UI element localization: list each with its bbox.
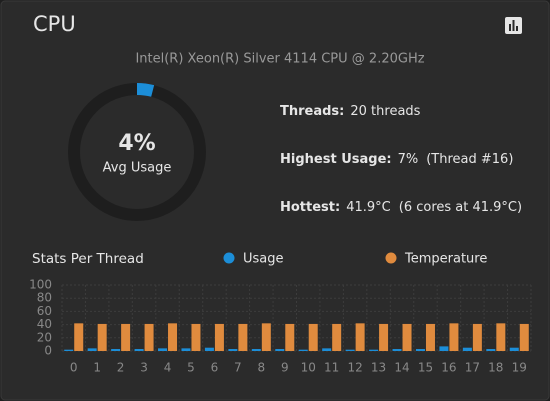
bar <box>439 346 449 351</box>
x-tick-label: 1 <box>93 361 101 375</box>
stat-threads: Threads: 20 threads <box>280 104 421 119</box>
x-tick-label: 12 <box>347 361 362 375</box>
x-tick-label: 16 <box>441 361 456 375</box>
bar <box>74 323 84 351</box>
bar <box>379 323 389 351</box>
bar <box>97 323 107 351</box>
bar <box>144 323 154 351</box>
bar <box>308 323 318 351</box>
x-tick-label: 5 <box>187 361 195 375</box>
x-tick-label: 11 <box>324 361 339 375</box>
x-tick-label: 6 <box>211 361 219 375</box>
chart-title: Stats Per Thread <box>32 251 144 267</box>
bar <box>134 349 144 351</box>
bar <box>415 349 425 351</box>
x-tick-label: 2 <box>117 361 125 375</box>
y-tick-label: 0 <box>44 344 52 358</box>
x-tick-label: 14 <box>394 361 409 375</box>
bar <box>87 348 97 351</box>
stat-hottest: Hottest: 41.9°C (6 cores at 41.9°C) <box>280 200 522 215</box>
bar <box>121 323 131 351</box>
bar <box>228 349 238 351</box>
legend-label: Temperature <box>404 252 487 267</box>
stat-note: (Thread #16) <box>426 152 513 167</box>
bar <box>369 349 379 351</box>
x-tick-label: 19 <box>512 361 527 375</box>
bar <box>332 323 342 351</box>
x-tick-label: 4 <box>164 361 172 375</box>
y-tick-label: 100 <box>29 278 52 292</box>
bar <box>472 323 482 351</box>
bar <box>191 323 201 351</box>
x-tick-label: 10 <box>301 361 316 375</box>
bar <box>449 323 459 351</box>
bar <box>519 323 529 351</box>
stat-label: Highest Usage: <box>280 152 392 167</box>
x-tick-label: 3 <box>140 361 148 375</box>
legend-swatch <box>385 252 397 264</box>
x-tick-label: 7 <box>234 361 242 375</box>
bar <box>486 349 496 351</box>
bar <box>168 323 178 351</box>
bar <box>402 323 412 351</box>
x-tick-label: 8 <box>258 361 266 375</box>
bar <box>298 349 308 351</box>
bar <box>509 347 519 351</box>
y-tick-label: 20 <box>37 330 52 344</box>
x-tick-label: 18 <box>488 361 503 375</box>
x-tick-label: 0 <box>70 361 78 375</box>
stat-note: (6 cores at 41.9°C) <box>399 200 522 215</box>
x-tick-label: 17 <box>465 361 480 375</box>
bar <box>181 348 191 351</box>
bar <box>158 348 168 351</box>
x-tick-label: 15 <box>418 361 433 375</box>
legend-label: Usage <box>243 252 284 267</box>
stat-label: Threads: <box>280 104 344 119</box>
bar <box>285 323 295 351</box>
x-tick-label: 9 <box>281 361 289 375</box>
stat-value: 7% <box>398 152 419 167</box>
x-tick-label: 13 <box>371 361 386 375</box>
card-title: CPU <box>33 12 76 36</box>
stat-label: Hottest: <box>280 200 340 215</box>
gauge-value: 4% <box>118 131 155 156</box>
bar <box>322 348 332 351</box>
bar <box>275 349 285 351</box>
bar <box>345 349 355 351</box>
gauge-caption: Avg Usage <box>103 161 172 176</box>
stat-value: 20 threads <box>350 104 420 119</box>
gauge-arc <box>136 83 155 97</box>
bar <box>462 347 472 351</box>
stat-highest: Highest Usage: 7% (Thread #16) <box>280 152 513 167</box>
bar <box>64 349 74 351</box>
bar <box>392 349 402 351</box>
bar <box>238 323 248 351</box>
y-tick-label: 80 <box>37 291 52 305</box>
bar <box>261 323 271 351</box>
bar <box>496 323 506 351</box>
y-tick-label: 60 <box>37 304 52 318</box>
bar <box>111 349 121 351</box>
bar <box>425 323 435 351</box>
y-tick-label: 40 <box>37 317 52 331</box>
chart-icon[interactable] <box>505 17 522 34</box>
bar <box>355 323 365 351</box>
bar <box>204 347 214 351</box>
bar <box>214 323 224 351</box>
stat-value: 41.9°C <box>346 200 391 215</box>
cpu-model: Intel(R) Xeon(R) Silver 4114 CPU @ 2.20G… <box>135 52 424 67</box>
bar <box>251 349 261 351</box>
legend-swatch <box>223 252 235 264</box>
